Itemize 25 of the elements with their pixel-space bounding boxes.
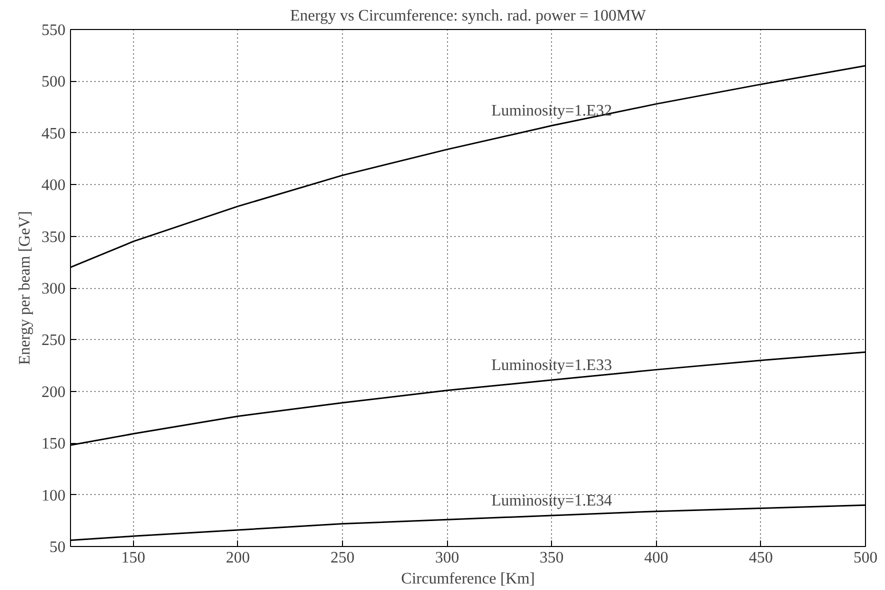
x-tick-label: 200 (226, 550, 250, 566)
series-label: Luminosity=1.E32 (491, 102, 612, 120)
y-axis-title: Energy per beam [GeV] (16, 211, 34, 365)
x-tick-label: 400 (644, 550, 668, 566)
y-tick-label: 200 (42, 384, 66, 401)
y-tick-label: 400 (42, 177, 66, 194)
y-tick-label: 550 (42, 22, 66, 39)
series-label: Luminosity=1.E33 (491, 357, 612, 374)
y-tick-label: 500 (42, 74, 66, 91)
y-tick-label: 450 (42, 125, 66, 142)
x-tick-label: 250 (330, 550, 354, 566)
y-tick-label: 300 (42, 280, 66, 298)
y-tick-label: 250 (42, 332, 66, 350)
x-tick-label: 500 (854, 550, 878, 566)
x-tick-label: 450 (748, 550, 773, 566)
x-axis-title: Circumference [Km] (401, 570, 535, 588)
x-tick-label: 300 (435, 550, 460, 566)
y-tick-label: 350 (42, 228, 66, 246)
chart-title: Energy vs Circumference: synch. rad. power = 100MW (290, 8, 647, 24)
y-tick-label: 100 (42, 487, 66, 504)
x-tick-label: 350 (540, 550, 564, 566)
x-tick-label: 150 (121, 550, 146, 566)
y-tick-label: 150 (42, 436, 66, 453)
y-tick-label: 50 (50, 539, 66, 556)
series-label: Luminosity=1.E34 (491, 492, 612, 510)
